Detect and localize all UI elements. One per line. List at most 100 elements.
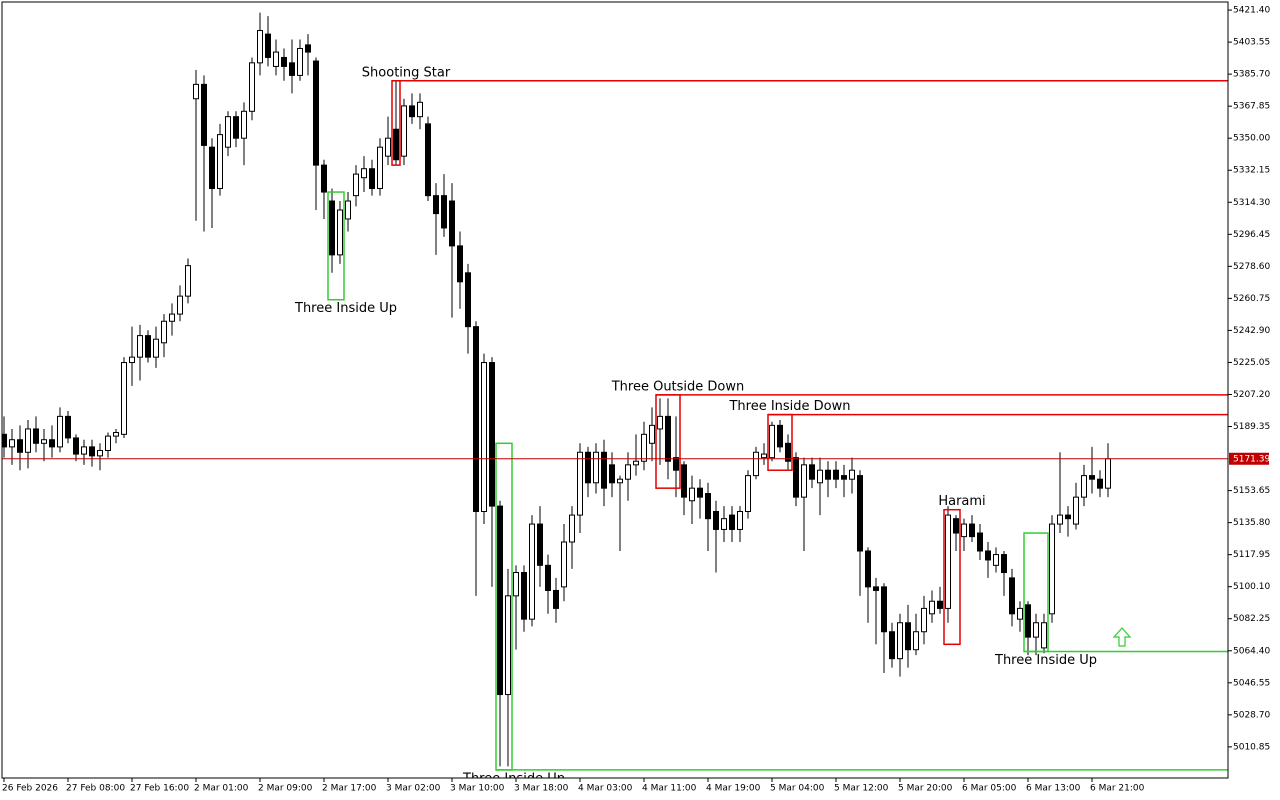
candle-body — [865, 550, 871, 588]
x-tick-label: 5 Mar 12:00 — [834, 784, 889, 794]
candle-body — [329, 200, 335, 256]
y-tick-label: 5010.85 — [1233, 742, 1270, 752]
candle-body — [529, 523, 535, 620]
candle-body — [1097, 478, 1103, 489]
x-tick-label: 2 Mar 01:00 — [194, 784, 249, 794]
pattern-box — [943, 508, 961, 646]
candle-body — [993, 554, 999, 566]
candle-body — [1001, 554, 1007, 574]
candle-body — [33, 428, 39, 444]
pattern-label: Three Inside Up — [462, 771, 565, 786]
candle-body — [1041, 622, 1047, 649]
candle-body — [81, 446, 87, 455]
x-tick-label: 4 Mar 03:00 — [578, 784, 633, 794]
candle-body — [57, 415, 63, 448]
candle-body — [553, 589, 559, 609]
pattern-label: Harami — [938, 494, 985, 509]
candle-body — [641, 433, 647, 462]
y-tick-label: 5385.70 — [1233, 70, 1270, 80]
candle-body — [409, 105, 415, 118]
candle-body — [857, 475, 863, 552]
candle-body — [321, 164, 327, 193]
y-tick-label: 5260.75 — [1233, 294, 1270, 304]
y-tick-label: 5046.55 — [1233, 678, 1270, 688]
candle-body — [937, 600, 943, 609]
candle-body — [249, 62, 255, 112]
x-tick-label: 27 Feb 16:00 — [130, 784, 189, 794]
candle-body — [777, 424, 783, 448]
candle-body — [497, 505, 503, 696]
candle-body — [129, 356, 135, 364]
candle-body — [505, 595, 511, 696]
candle-body — [449, 200, 455, 247]
buy-arrow — [1112, 627, 1132, 647]
x-tick-label: 6 Mar 05:00 — [962, 784, 1017, 794]
candle-body — [441, 195, 447, 229]
candle-body — [9, 439, 15, 448]
y-tick-label: 5314.30 — [1233, 198, 1270, 208]
candle-body — [833, 469, 839, 480]
candle-body — [761, 453, 767, 459]
candle-body — [961, 523, 967, 538]
candle-body — [297, 47, 303, 76]
y-tick-label: 5189.35 — [1233, 422, 1270, 432]
candle-body — [913, 631, 919, 651]
y-tick-label: 5332.15 — [1233, 166, 1270, 176]
candle-body — [881, 586, 887, 633]
candle-body — [225, 116, 231, 148]
candle-body — [113, 432, 119, 437]
candle-body — [945, 514, 951, 609]
x-tick-label: 2 Mar 09:00 — [258, 784, 313, 794]
candle-body — [465, 272, 471, 328]
y-tick-label: 5135.80 — [1233, 518, 1270, 528]
candle-body — [217, 134, 223, 189]
candle-body — [825, 469, 831, 480]
candle-body — [209, 146, 215, 189]
x-tick-label: 3 Mar 18:00 — [514, 784, 569, 794]
candle-body — [1057, 514, 1063, 525]
candle-body — [809, 464, 815, 480]
y-tick-label: 5278.60 — [1233, 262, 1270, 272]
candle-body — [681, 464, 687, 498]
candle-body — [193, 83, 199, 100]
y-tick-label: 5153.65 — [1233, 486, 1270, 496]
candle-body — [625, 464, 631, 480]
candle-body — [705, 493, 711, 520]
candle-body — [241, 110, 247, 139]
candle-body — [89, 446, 95, 457]
candle-body — [1017, 607, 1023, 620]
candle-body — [425, 123, 431, 197]
candle-body — [1081, 475, 1087, 498]
candle-body — [849, 469, 855, 480]
y-tick-label: 5028.70 — [1233, 710, 1270, 720]
candle-body — [1065, 514, 1071, 520]
candle-body — [905, 622, 911, 651]
candle-body — [785, 442, 791, 462]
last-price-box — [1229, 452, 1269, 465]
candle-body — [233, 116, 239, 139]
candle-body — [345, 200, 351, 220]
pattern-label: Three Inside Up — [294, 301, 397, 316]
candle-body — [657, 415, 663, 430]
x-tick-label: 3 Mar 10:00 — [450, 784, 505, 794]
candle-body — [577, 451, 583, 516]
candle-body — [929, 600, 935, 615]
candle-body — [17, 439, 23, 453]
candle-body — [377, 146, 383, 189]
candle-body — [585, 451, 591, 484]
candle-body — [433, 195, 439, 215]
candle-body — [385, 137, 391, 157]
y-tick-label: 5064.40 — [1233, 646, 1270, 656]
pattern-label: Shooting Star — [362, 65, 451, 80]
candle-body — [609, 464, 615, 484]
candle-body — [105, 435, 111, 451]
candle-body — [481, 362, 487, 512]
candle-body — [281, 56, 287, 67]
candle-body — [985, 550, 991, 561]
candle-body — [65, 415, 71, 439]
x-tick-label: 4 Mar 11:00 — [642, 784, 697, 794]
y-tick-label: 5421.40 — [1233, 6, 1270, 16]
plot-frame — [1, 1, 1229, 779]
